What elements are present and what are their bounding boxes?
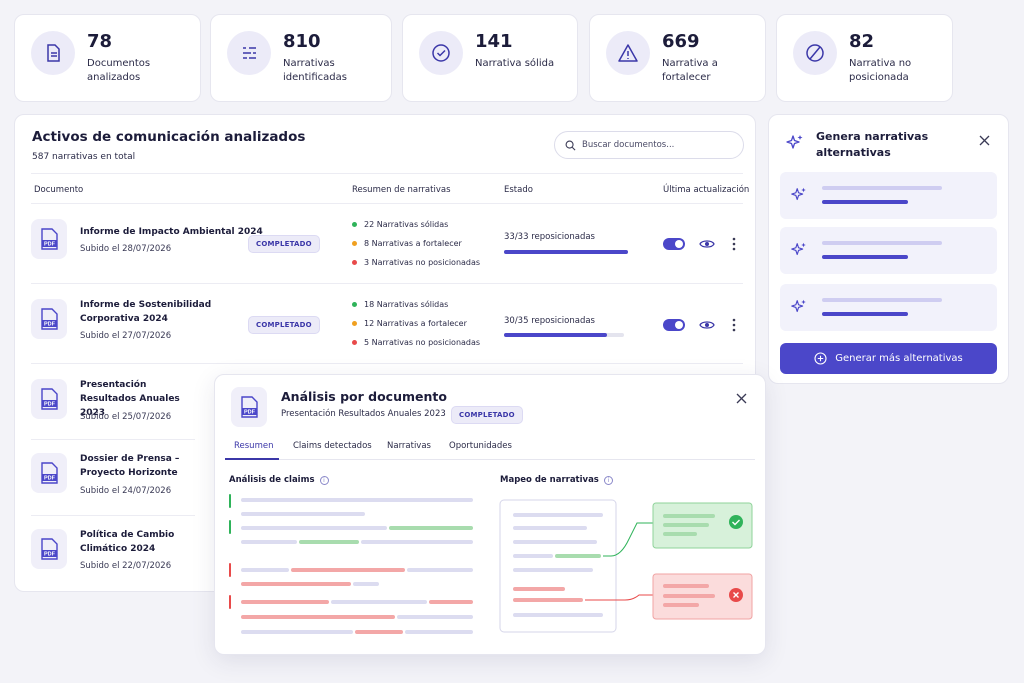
reposition-status: 33/33 reposicionadas <box>504 232 595 242</box>
sparkles-icon <box>791 187 806 201</box>
stat-card-solid: 141 Narrativa sólida <box>402 14 578 102</box>
tab-narrativas[interactable]: Narrativas <box>387 441 431 451</box>
slash-circle-icon <box>793 31 837 75</box>
pdf-icon: PDF <box>31 299 67 339</box>
column-header: Última actualización <box>663 185 750 195</box>
document-name[interactable]: Política de Cambio Climático 2024 <box>80 530 175 554</box>
svg-text:PDF: PDF <box>44 402 56 408</box>
narrative-unpositioned: 5 Narrativas no posicionadas <box>352 338 480 347</box>
alternative-item[interactable] <box>780 284 997 331</box>
panel-title: Genera narrativas alternativas <box>816 130 929 159</box>
narrative-solid: 22 Narrativas sólidas <box>352 220 448 229</box>
toggle-switch[interactable] <box>663 319 685 331</box>
document-date: Subido el 27/07/2026 <box>80 331 172 341</box>
stat-value: 810 <box>283 31 321 52</box>
narrative-strengthen: 8 Narrativas a fortalecer <box>352 239 462 248</box>
document-name[interactable]: Dossier de Prensa – Proyecto Horizonte <box>80 454 180 478</box>
stat-value: 78 <box>87 31 113 52</box>
document-name[interactable]: Presentación Resultados Anuales 2023 <box>80 380 180 418</box>
mapping-visual <box>499 499 755 635</box>
info-icon[interactable]: i <box>319 475 329 485</box>
reposition-status: 30/35 reposicionadas <box>504 316 595 326</box>
document-icon <box>31 31 75 75</box>
column-header: Estado <box>504 185 533 195</box>
close-icon[interactable] <box>979 135 990 146</box>
search-placeholder: Buscar documentos... <box>582 140 675 150</box>
panel-title: Activos de comunicación analizados <box>32 129 306 145</box>
column-header: Documento <box>34 185 84 195</box>
status-badge: COMPLETADO <box>248 235 320 253</box>
stat-value: 669 <box>662 31 700 52</box>
tab-resumen[interactable]: Resumen <box>234 441 274 451</box>
stat-card-documents: 78 Documentos analizados <box>14 14 201 102</box>
alternative-item[interactable] <box>780 172 997 219</box>
search-input[interactable]: Buscar documentos... <box>554 131 744 159</box>
info-icon[interactable]: i <box>603 475 613 485</box>
document-analysis-modal: PDF Análisis por documento Presentación … <box>214 374 766 655</box>
stat-value: 82 <box>849 31 875 52</box>
narrative-solid: 18 Narrativas sólidas <box>352 300 448 309</box>
plus-circle-icon <box>814 352 827 365</box>
stat-label: Narrativa no posicionada <box>849 58 912 83</box>
document-date: Subido el 25/07/2026 <box>80 412 172 422</box>
column-header: Resumen de narrativas <box>352 185 451 195</box>
warning-icon <box>606 31 650 75</box>
document-date: Subido el 28/07/2026 <box>80 244 172 254</box>
pdf-icon: PDF <box>31 453 67 493</box>
toggle-switch[interactable] <box>663 238 685 250</box>
alternative-item[interactable] <box>780 227 997 274</box>
stat-card-strengthen: 669 Narrativa a fortalecer <box>589 14 766 102</box>
stat-label: Documentos analizados <box>87 58 151 83</box>
stat-card-narratives: 810 Narrativas identificadas <box>210 14 392 102</box>
narrative-strengthen: 12 Narrativas a fortalecer <box>352 319 467 328</box>
more-options-icon[interactable] <box>732 318 736 332</box>
stat-label: Narrativa a fortalecer <box>662 58 718 83</box>
list-filter-icon <box>227 31 271 75</box>
stat-label: Narrativas identificadas <box>283 58 347 83</box>
stat-label: Narrativa sólida <box>475 58 555 69</box>
stat-value: 141 <box>475 31 513 52</box>
mapping-section-title: Mapeo de narrativas i <box>500 475 613 485</box>
document-name[interactable]: Informe de Sostenibilidad Corporativa 20… <box>80 300 212 324</box>
eye-icon[interactable] <box>699 318 715 332</box>
claims-section-title: Análisis de claims i <box>229 475 329 485</box>
svg-text:PDF: PDF <box>44 552 56 558</box>
status-badge: COMPLETADO <box>451 406 523 424</box>
document-date: Subido el 24/07/2026 <box>80 486 172 496</box>
svg-text:PDF: PDF <box>44 322 56 328</box>
generate-more-button[interactable]: Generar más alternativas <box>780 343 997 374</box>
eye-icon[interactable] <box>699 237 715 251</box>
alternatives-panel: Genera narrativas alternativas Generar m… <box>768 114 1009 384</box>
stat-card-unpositioned: 82 Narrativa no posicionada <box>776 14 953 102</box>
status-badge: COMPLETADO <box>248 316 320 334</box>
search-icon <box>565 140 576 150</box>
progress-bar <box>504 333 624 337</box>
sparkles-icon <box>791 242 806 256</box>
pdf-icon: PDF <box>31 379 67 419</box>
tab-claims[interactable]: Claims detectados <box>293 441 372 451</box>
document-date: Subido el 22/07/2026 <box>80 561 172 571</box>
close-icon[interactable] <box>736 393 747 404</box>
modal-subtitle: Presentación Resultados Anuales 2023 <box>281 409 446 419</box>
button-label: Generar más alternativas <box>835 353 963 364</box>
tab-oportunidades[interactable]: Oportunidades <box>449 441 512 451</box>
svg-text:PDF: PDF <box>244 410 256 416</box>
sparkles-icon <box>791 299 806 313</box>
panel-subtitle: 587 narrativas en total <box>32 152 136 162</box>
sparkles-icon <box>786 135 803 149</box>
svg-text:PDF: PDF <box>44 242 56 248</box>
more-options-icon[interactable] <box>732 237 736 251</box>
pdf-icon: PDF <box>231 387 267 427</box>
pdf-icon: PDF <box>31 529 67 569</box>
narrative-unpositioned: 3 Narrativas no posicionadas <box>352 258 480 267</box>
document-name[interactable]: Informe de Impacto Ambiental 2024 <box>80 227 263 237</box>
check-circle-icon <box>419 31 463 75</box>
progress-bar <box>504 250 628 254</box>
modal-title: Análisis por documento <box>281 389 447 404</box>
svg-text:PDF: PDF <box>44 476 56 482</box>
pdf-icon: PDF <box>31 219 67 259</box>
